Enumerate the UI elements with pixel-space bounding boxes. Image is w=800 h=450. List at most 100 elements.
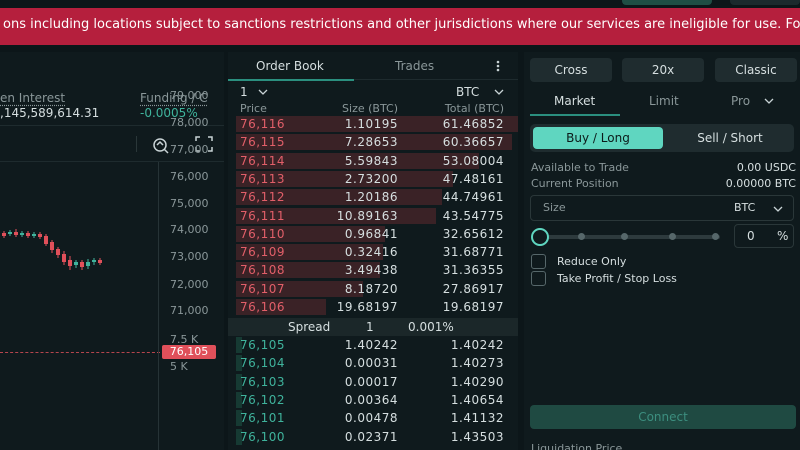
depth-bar — [236, 280, 363, 297]
candle-body — [44, 236, 48, 244]
size-placeholder: Size — [543, 201, 566, 214]
grouping-select[interactable]: 1 — [240, 85, 248, 99]
candle-body — [80, 262, 84, 267]
chart-toolbar — [0, 126, 224, 162]
ask-row[interactable]: 76,111 10.89163 43.54775 — [228, 207, 518, 225]
top-bar — [0, 0, 800, 8]
depth-bar — [236, 189, 442, 206]
ask-row[interactable]: 76,109 0.32416 31.68771 — [228, 243, 518, 261]
margin-mode-button[interactable]: Cross — [530, 58, 612, 82]
bid-total: 1.40242 — [450, 338, 504, 352]
ask-row[interactable]: 76,107 8.18720 27.86917 — [228, 280, 518, 298]
ask-row[interactable]: 76,106 19.68197 19.68197 — [228, 298, 518, 316]
bid-row[interactable]: 76,101 0.00478 1.41132 — [228, 409, 518, 427]
candle-body — [20, 233, 24, 235]
bid-total: 1.40273 — [450, 356, 504, 371]
size-slider-handle[interactable] — [531, 228, 549, 246]
tab-limit[interactable]: Limit — [649, 94, 679, 108]
tab-trades[interactable]: Trades — [395, 59, 435, 73]
bid-row[interactable]: 76,105 1.40242 1.40242 — [228, 336, 518, 354]
ask-row[interactable]: 76,112 1.20186 44.74961 — [228, 188, 518, 206]
ask-row[interactable]: 76,114 5.59843 53.08004 — [228, 152, 518, 170]
chevron-down-icon[interactable] — [773, 206, 783, 212]
bid-size: 0.00031 — [344, 356, 398, 371]
price-chart[interactable]: 79,000 78,000 77,000 76,000 75,000 74,000 73,0… — [0, 89, 224, 450]
order-book-tabs: Order Book Trades — [228, 52, 518, 81]
tab-order-book[interactable]: Order Book — [256, 59, 324, 73]
candle-body — [92, 260, 96, 262]
open-interest-value: ,145,589,614.31 — [0, 106, 100, 120]
bid-row[interactable]: 76,102 0.00364 1.40654 — [228, 391, 518, 409]
ask-row[interactable]: 76,113 2.73200 47.48161 — [228, 170, 518, 188]
chevron-down-icon[interactable] — [258, 89, 268, 95]
percent-value: 0 — [747, 229, 755, 243]
fullscreen-icon[interactable] — [195, 136, 213, 152]
ask-row[interactable]: 76,110 0.96841 32.65612 — [228, 225, 518, 243]
magnet-settings-icon[interactable] — [151, 136, 171, 154]
size-field[interactable]: Size BTC — [530, 195, 794, 221]
candle-body — [62, 254, 66, 262]
bid-total: 1.41132 — [450, 411, 504, 426]
ask-total: 53.08004 — [442, 153, 504, 168]
percent-sign: % — [777, 229, 789, 243]
ask-price: 76,113 — [240, 171, 285, 186]
tp-sl-checkbox[interactable] — [531, 271, 546, 286]
depth-bar — [236, 373, 242, 390]
depth-bar — [236, 355, 242, 372]
open-interest-label: en Interest — [0, 91, 66, 105]
depth-bar — [236, 410, 242, 427]
current-price-line — [0, 352, 160, 353]
bid-row[interactable]: 76,104 0.00031 1.40273 — [228, 354, 518, 372]
leverage-button[interactable]: 20x — [622, 58, 704, 82]
y-tick-label: 77,000 — [170, 143, 209, 156]
reduce-only-checkbox[interactable] — [531, 254, 546, 269]
ask-size: 19.68197 — [336, 300, 398, 314]
ask-size: 0.32416 — [344, 245, 398, 260]
percent-input[interactable]: 0 % — [734, 224, 794, 248]
depth-bar — [236, 170, 453, 187]
ask-price: 76,112 — [240, 190, 285, 205]
chart-panel: en Interest ,145,589,614.31 Funding / C … — [0, 52, 224, 450]
buy-long-button[interactable]: Buy / Long — [533, 127, 663, 149]
ask-total: 31.68771 — [442, 245, 504, 260]
bid-row[interactable]: 76,100 0.02371 1.43503 — [228, 428, 518, 446]
asset-select[interactable]: BTC — [456, 85, 480, 99]
bid-total: 1.43503 — [450, 429, 504, 444]
candle-body — [50, 242, 54, 250]
chevron-down-icon[interactable] — [764, 98, 774, 104]
bid-price: 76,105 — [240, 338, 285, 352]
size-slider-track[interactable] — [538, 235, 720, 239]
ask-price: 76,111 — [240, 208, 285, 223]
spread-label: Spread — [288, 320, 331, 334]
candle-body — [8, 232, 12, 234]
header-primary-button[interactable] — [622, 0, 712, 5]
bid-row[interactable]: 76,103 0.00017 1.40290 — [228, 373, 518, 391]
size-unit-select[interactable]: BTC — [734, 201, 756, 214]
header-secondary-button[interactable] — [730, 0, 800, 5]
ask-row[interactable]: 76,108 3.49438 31.36355 — [228, 261, 518, 279]
ask-row[interactable]: 76,116 1.10195 61.46852 — [228, 115, 518, 133]
tab-pro[interactable]: Pro — [731, 94, 751, 108]
depth-bar — [236, 262, 380, 279]
tab-market[interactable]: Market — [554, 94, 596, 108]
more-options-icon[interactable] — [496, 60, 500, 72]
candle-body — [14, 232, 18, 235]
ask-total: 44.74961 — [442, 190, 504, 205]
account-mode-button[interactable]: Classic — [715, 58, 797, 82]
position-label: Current Position — [531, 177, 619, 190]
slider-step-marker — [621, 233, 628, 240]
sell-short-button[interactable]: Sell / Short — [697, 131, 763, 145]
funding-value: -0.0005% — [140, 106, 198, 120]
slider-step-marker — [712, 233, 719, 240]
connect-button[interactable]: Connect — [530, 405, 796, 429]
ask-total: 47.48161 — [442, 171, 504, 186]
funding-label: Funding / C — [140, 91, 208, 105]
chevron-down-icon[interactable] — [494, 89, 504, 95]
candle-body — [26, 233, 30, 236]
ask-row[interactable]: 76,115 7.28653 60.36657 — [228, 133, 518, 151]
ask-price: 76,115 — [240, 135, 285, 150]
ask-total: 32.65612 — [442, 226, 504, 241]
bid-price: 76,104 — [240, 356, 285, 371]
y-tick-label: 74,000 — [170, 223, 209, 236]
y-tick-label: 71,000 — [170, 304, 209, 317]
